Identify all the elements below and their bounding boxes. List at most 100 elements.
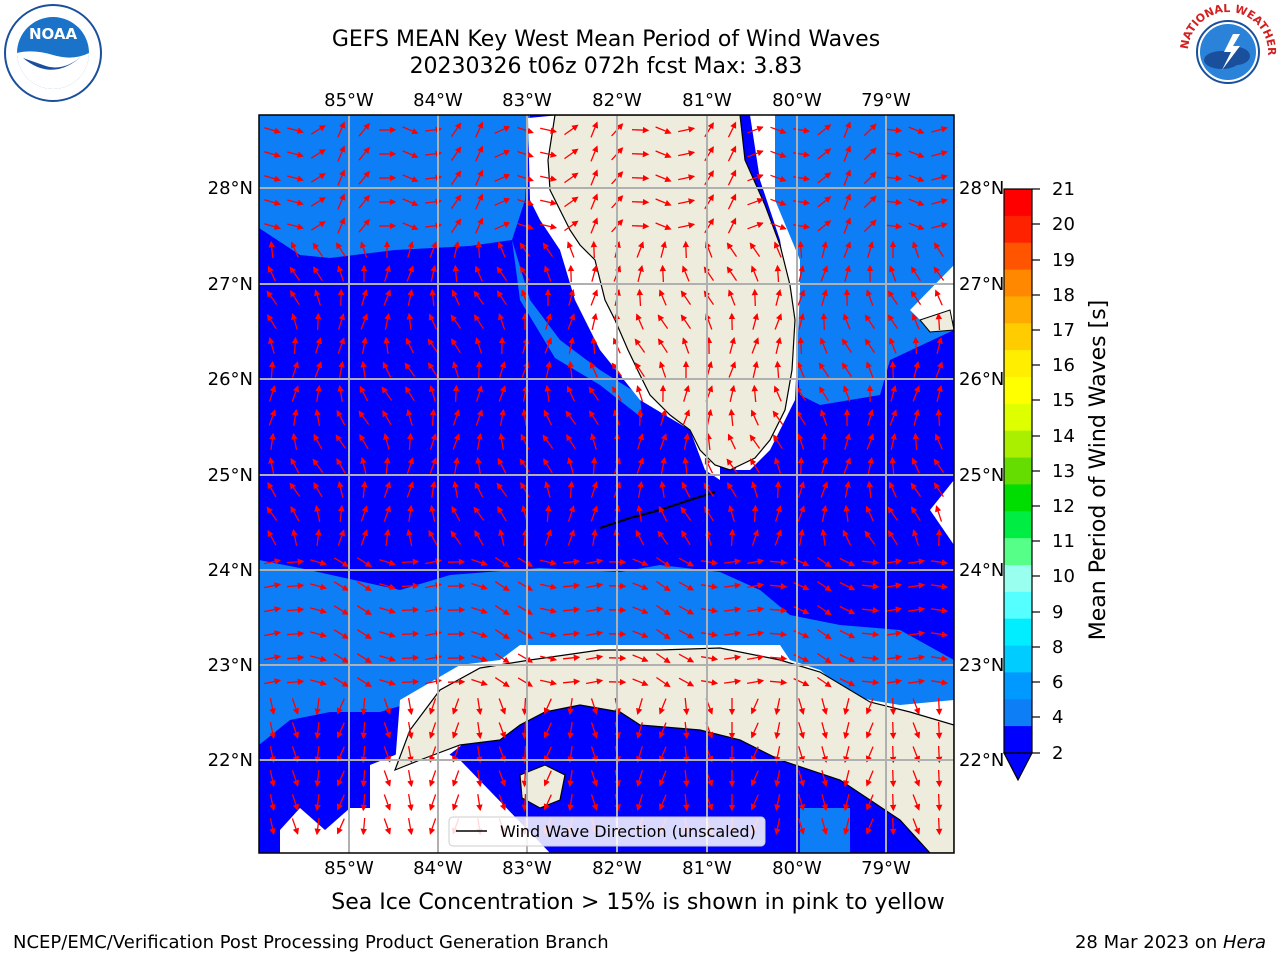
wind-wave-arrow	[585, 558, 604, 565]
wind-wave-arrow	[473, 506, 485, 521]
wind-wave-arrow	[884, 127, 903, 134]
wind-wave-arrow	[496, 290, 507, 306]
wind-wave-arrow	[817, 148, 832, 160]
wind-wave-arrow	[289, 482, 301, 497]
wind-wave-arrow	[750, 409, 759, 426]
map-area[interactable]	[259, 115, 954, 853]
colorbar-extend-arrow	[1003, 752, 1033, 782]
wind-wave-arrow	[774, 457, 782, 474]
wind-wave-arrow	[540, 175, 558, 182]
wind-wave-arrow	[839, 653, 856, 663]
wind-wave-arrow	[450, 170, 462, 185]
wind-wave-arrow	[475, 240, 483, 259]
wind-wave-arrow	[360, 721, 367, 740]
wind-wave-arrow	[884, 223, 903, 230]
wind-wave-arrow	[310, 173, 326, 183]
colorbar-tick-label: 2	[1052, 743, 1063, 764]
wind-wave-arrow	[635, 529, 645, 546]
wind-wave-arrow	[310, 631, 327, 638]
wind-wave-arrow	[336, 409, 346, 426]
wind-wave-arrow	[588, 386, 600, 401]
wind-wave-arrow	[383, 818, 391, 835]
wind-wave-arrow	[567, 457, 574, 474]
wind-wave-arrow	[728, 361, 737, 378]
wind-wave-arrow	[471, 654, 488, 662]
wind-wave-arrow	[337, 169, 346, 186]
wind-wave-arrow	[636, 722, 643, 739]
wind-wave-arrow	[430, 480, 437, 498]
wind-wave-arrow	[726, 266, 738, 281]
wind-wave-arrow	[494, 581, 510, 592]
sea-ice-note: Sea Ice Concentration > 15% is shown in …	[331, 890, 945, 915]
wind-wave-arrow	[936, 384, 943, 402]
wind-wave-arrow	[264, 199, 281, 206]
wind-wave-arrow	[521, 721, 529, 740]
wind-wave-arrow	[544, 481, 551, 498]
wind-wave-arrow	[842, 313, 851, 330]
colorbar-segment	[1004, 242, 1032, 271]
wind-wave-arrow	[655, 150, 672, 159]
wind-wave-arrow	[406, 457, 414, 474]
wind-wave-arrow	[264, 582, 282, 589]
wind-wave-arrow	[450, 146, 462, 161]
wind-wave-arrow	[821, 457, 828, 474]
wind-wave-arrow	[383, 433, 390, 450]
wind-wave-arrow	[936, 336, 943, 354]
wind-wave-arrow	[494, 221, 511, 230]
wind-wave-arrow	[818, 386, 829, 402]
wind-wave-arrow	[727, 289, 736, 306]
wind-wave-arrow	[591, 528, 598, 546]
wind-wave-arrow	[286, 630, 305, 638]
colorbar-tick-label: 19	[1052, 250, 1075, 271]
wind-wave-arrow	[912, 432, 920, 451]
wind-wave-arrow	[312, 242, 324, 257]
wind-wave-arrow	[934, 289, 943, 306]
wind-wave-arrow	[658, 722, 667, 739]
wind-wave-arrow	[636, 698, 643, 715]
lat-labels-right: 28°N 27°N 26°N 25°N 24°N 23°N 22°N	[959, 178, 1004, 771]
wind-wave-arrow	[817, 124, 832, 136]
wind-wave-arrow	[884, 630, 903, 637]
wind-wave-arrow	[632, 582, 649, 591]
wind-wave-arrow	[769, 607, 788, 614]
colorbar-segment	[1004, 565, 1032, 593]
wind-wave-arrow	[286, 582, 305, 590]
wind-wave-arrow	[567, 794, 574, 812]
colorbar-tick-label: 12	[1052, 496, 1075, 517]
wind-wave-arrow	[769, 679, 788, 686]
wind-wave-arrow	[268, 456, 275, 474]
wind-wave-arrow	[543, 409, 553, 426]
wind-wave-arrow	[727, 145, 737, 162]
colorbar-segment	[1004, 430, 1032, 459]
lon-label-top: 83°W	[502, 90, 552, 111]
wind-wave-arrow	[931, 559, 949, 566]
wind-wave-arrow	[401, 630, 420, 638]
wind-wave-arrow	[634, 362, 645, 378]
wind-wave-arrow	[358, 170, 370, 185]
wind-wave-arrow	[335, 434, 347, 449]
wind-wave-arrow	[567, 360, 574, 379]
wind-wave-arrow	[402, 126, 419, 135]
wind-wave-arrow	[567, 770, 574, 788]
wind-wave-arrow	[590, 289, 599, 306]
wind-wave-arrow	[935, 505, 943, 522]
wind-wave-arrow	[383, 722, 391, 739]
lon-label-top: 85°W	[324, 90, 374, 111]
wind-wave-arrow	[660, 241, 667, 258]
wind-wave-arrow	[798, 770, 805, 787]
wind-wave-arrow	[769, 655, 788, 662]
wind-wave-arrow	[792, 199, 811, 206]
wind-wave-arrow	[746, 558, 765, 565]
wind-wave-arrow	[843, 217, 852, 234]
wind-wave-arrow	[908, 198, 925, 207]
lat-label-left: 25°N	[208, 465, 253, 486]
wind-wave-arrow	[683, 721, 690, 740]
wind-wave-arrow	[866, 480, 873, 499]
wind-wave-arrow	[267, 314, 277, 330]
wind-wave-arrow	[497, 241, 506, 258]
wind-wave-arrow	[314, 361, 323, 378]
wind-wave-arrow	[407, 793, 414, 812]
wind-wave-arrow	[820, 528, 827, 546]
wind-wave-arrow	[383, 336, 390, 354]
colorbar-segment	[1004, 484, 1032, 512]
